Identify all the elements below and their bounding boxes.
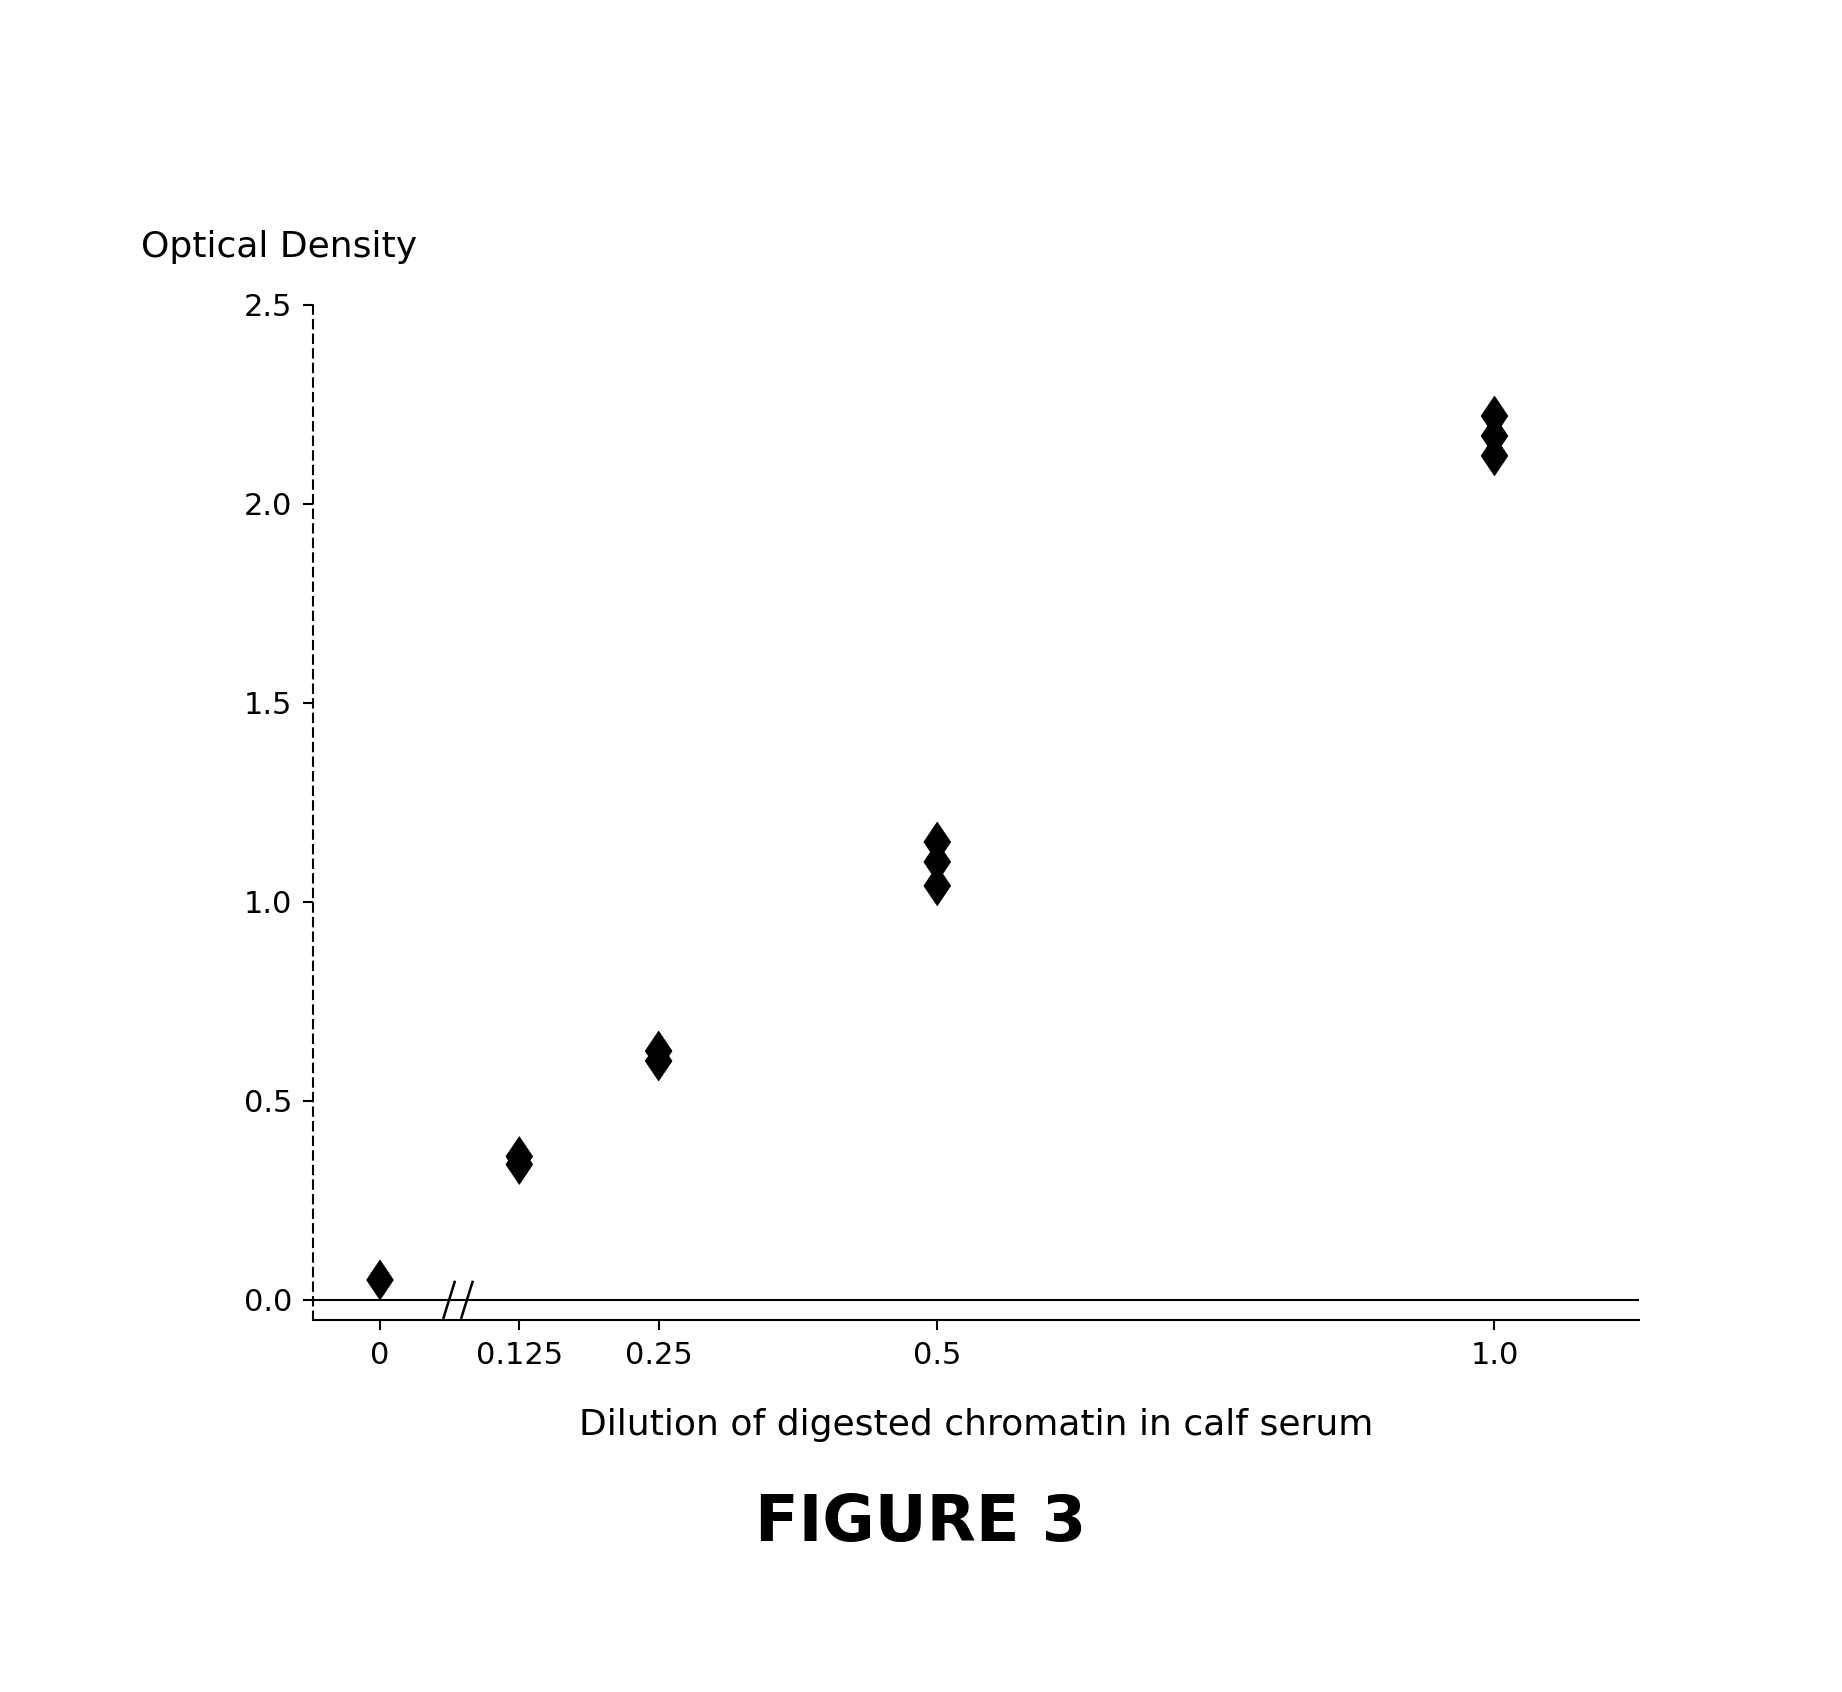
- Polygon shape: [925, 843, 950, 882]
- Text: Optical Density: Optical Density: [140, 230, 416, 264]
- Polygon shape: [645, 1030, 672, 1071]
- Polygon shape: [507, 1144, 532, 1184]
- Polygon shape: [925, 866, 950, 905]
- Polygon shape: [1481, 416, 1509, 455]
- Polygon shape: [925, 822, 950, 861]
- X-axis label: Dilution of digested chromatin in calf serum: Dilution of digested chromatin in calf s…: [578, 1408, 1374, 1443]
- Polygon shape: [1481, 396, 1509, 437]
- Polygon shape: [367, 1261, 394, 1299]
- Polygon shape: [1481, 437, 1509, 475]
- Polygon shape: [507, 1137, 532, 1176]
- Text: FIGURE 3: FIGURE 3: [755, 1492, 1087, 1553]
- Polygon shape: [645, 1041, 672, 1081]
